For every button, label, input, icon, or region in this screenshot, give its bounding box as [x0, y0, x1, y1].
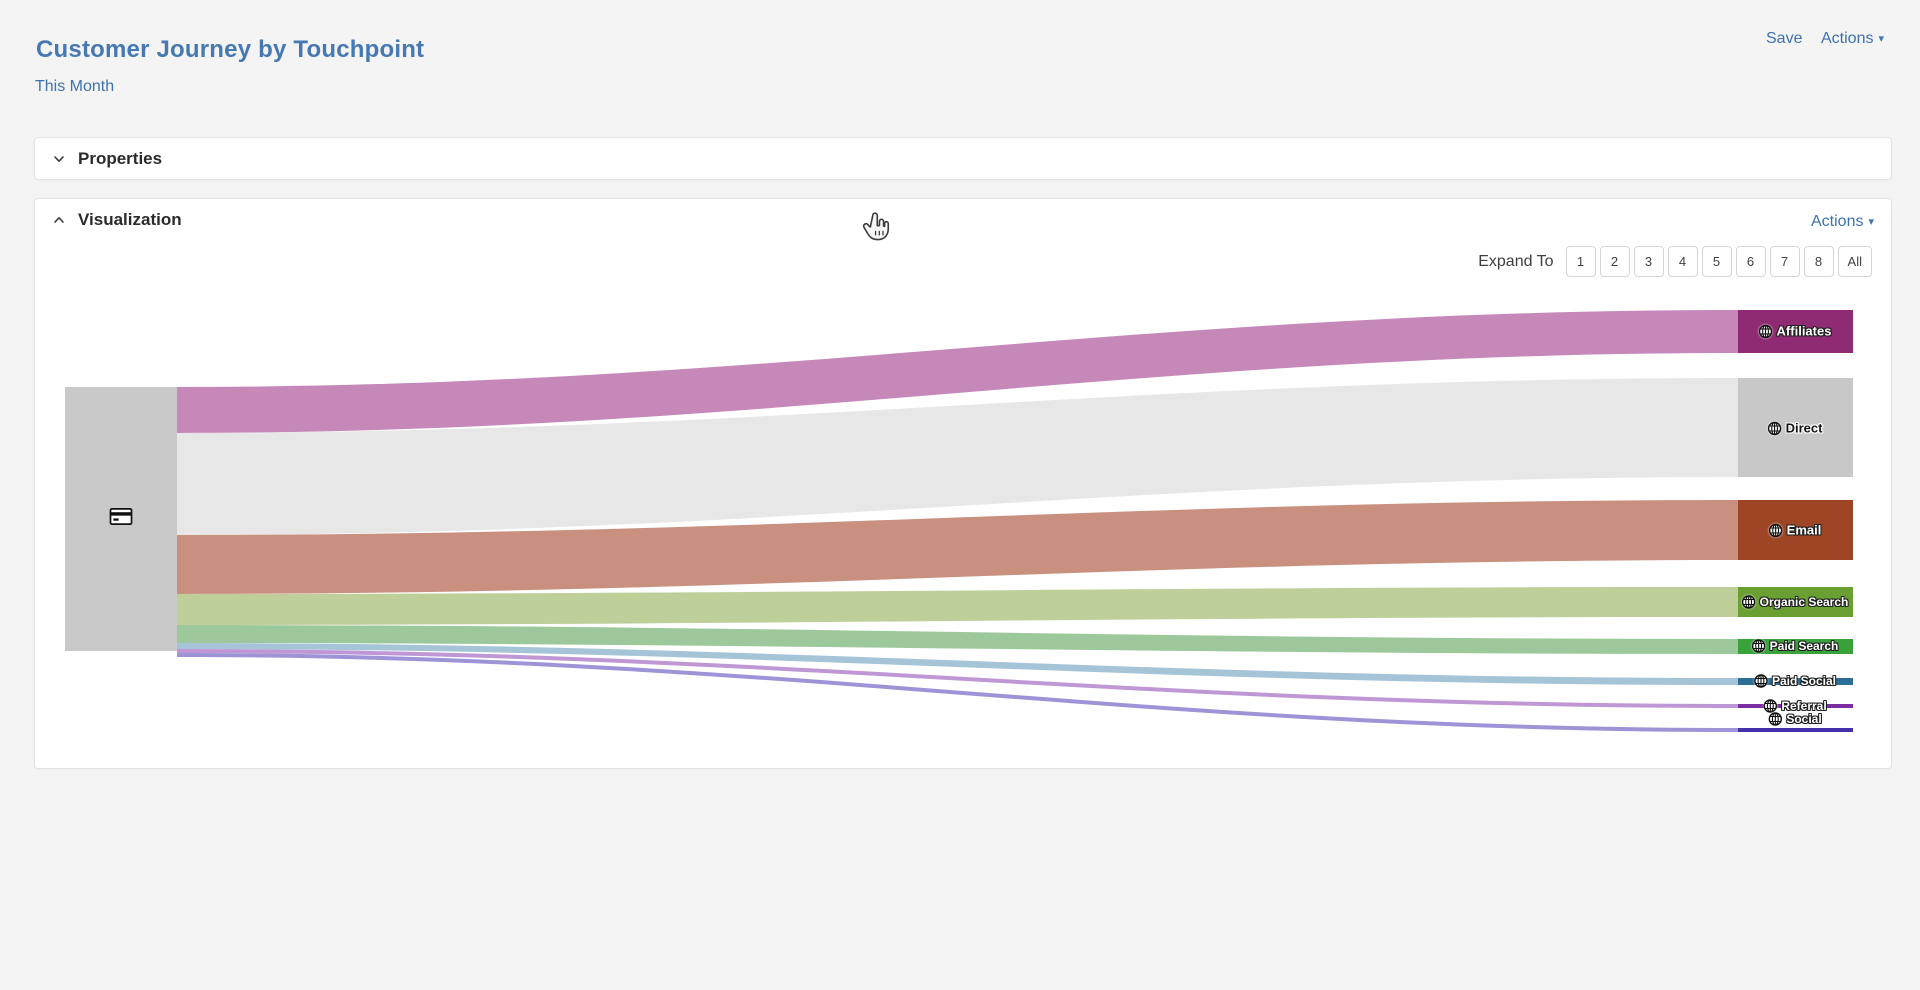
properties-panel-title: Properties	[78, 148, 163, 168]
expand-to-button-5[interactable]: 5	[1701, 246, 1732, 277]
node-paid-search[interactable]	[1738, 639, 1853, 654]
chevron-down-icon: ▾	[1878, 33, 1884, 45]
visualization-panel-title: Visualization	[78, 209, 182, 229]
node-email[interactable]	[1738, 500, 1853, 560]
chevron-down-icon[interactable]	[53, 153, 65, 165]
flow-band-paid-search[interactable]	[177, 625, 1738, 654]
page-title: Customer Journey by Touchpoint	[36, 36, 425, 64]
expand-to-button-4[interactable]: 4	[1667, 246, 1698, 277]
visualization-actions-label: Actions	[1811, 213, 1864, 230]
chevron-down-icon: ▾	[1868, 216, 1874, 228]
expand-to-button-8[interactable]: 8	[1803, 246, 1834, 277]
expand-to-button-all[interactable]: All	[1837, 246, 1872, 277]
save-button[interactable]: Save	[1766, 30, 1803, 47]
node-organic-search[interactable]	[1738, 587, 1853, 617]
expand-to-button-7[interactable]: 7	[1769, 246, 1800, 277]
flow-band-organic-search[interactable]	[177, 587, 1738, 625]
expand-to-button-1[interactable]: 1	[1565, 246, 1596, 277]
source-node[interactable]	[65, 387, 177, 651]
properties-panel-header[interactable]: Properties	[53, 138, 162, 179]
expand-to-button-3[interactable]: 3	[1633, 246, 1664, 277]
chevron-up-icon[interactable]	[53, 214, 65, 226]
sankey-flow-chart: Affiliates Direct Email Organic Search Paid …	[35, 199, 1891, 768]
header-actions-label: Actions	[1821, 30, 1874, 47]
visualization-actions-dropdown[interactable]: Actions ▾	[1811, 213, 1874, 231]
node-affiliates[interactable]	[1738, 310, 1853, 353]
node-social[interactable]	[1738, 728, 1853, 732]
flow-band-referral[interactable]	[177, 649, 1738, 708]
flow-band-paid-social[interactable]	[177, 643, 1738, 685]
header-actions-dropdown[interactable]: Actions ▾	[1821, 30, 1884, 48]
flow-band-direct[interactable]	[177, 378, 1738, 535]
flow-band-social[interactable]	[177, 653, 1738, 732]
flow-band-affiliates[interactable]	[177, 310, 1738, 433]
node-direct[interactable]	[1738, 378, 1853, 477]
flow-band-email[interactable]	[177, 500, 1738, 594]
node-referral[interactable]	[1738, 704, 1853, 708]
expand-to-button-6[interactable]: 6	[1735, 246, 1766, 277]
properties-panel: Properties	[34, 137, 1892, 180]
sankey-canvas	[65, 310, 1853, 732]
date-range-link[interactable]: This Month	[35, 78, 115, 95]
node-paid-social[interactable]	[1738, 678, 1853, 685]
visualization-panel-header[interactable]: Visualization	[53, 199, 182, 240]
expand-to-label: Expand To	[1478, 252, 1554, 270]
expand-to-control: Expand To 1 2 3 4 5 6 7 8 All	[1478, 246, 1872, 277]
expand-to-button-2[interactable]: 2	[1599, 246, 1630, 277]
